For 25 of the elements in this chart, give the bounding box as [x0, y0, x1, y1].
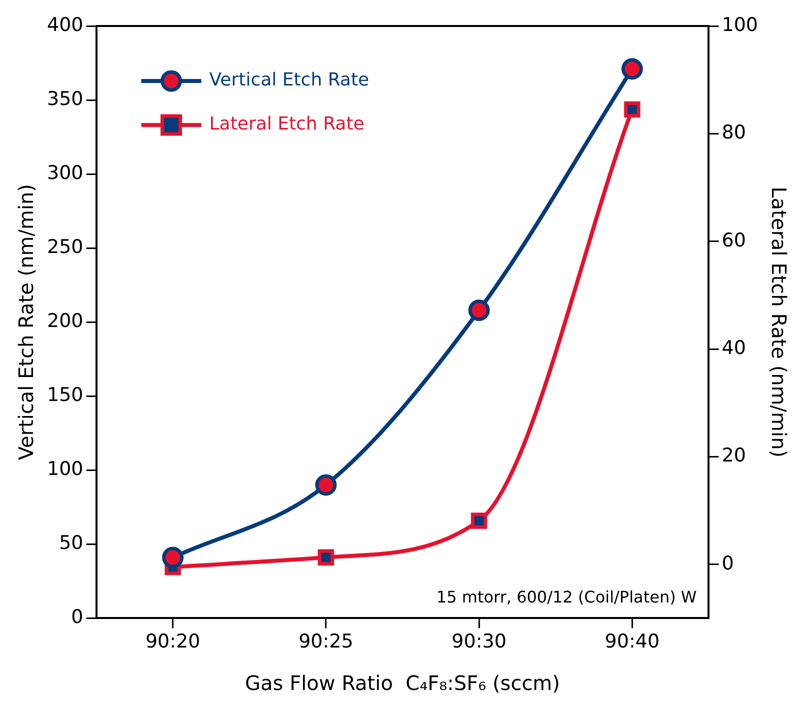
y-tick-label: 250: [47, 236, 84, 258]
y2-tick-label: 100: [722, 14, 758, 36]
x-tick-label: 90:20: [145, 630, 200, 653]
y2-tick-label: 80: [722, 122, 746, 144]
y-tick-label: 350: [47, 88, 84, 110]
y-tick-label: 100: [47, 458, 84, 480]
x-tick-label: 90:40: [604, 630, 660, 653]
x-tick-label: 90:25: [298, 630, 354, 653]
y2-tick-label: 20: [722, 444, 746, 467]
y2-axis-title: Lateral Etch Rate (nm/min): [766, 186, 791, 458]
y-tick-label: 0: [71, 606, 84, 628]
legend-label: Lateral Etch Rate: [209, 114, 364, 135]
y-tick-label: 150: [47, 384, 84, 406]
annotation: 15 mtorr, 600/12 (Coil/Platen) W: [436, 587, 697, 606]
y-axis-title: Vertical Etch Rate (nm/min): [14, 184, 38, 460]
y2-tick-label: 60: [722, 229, 746, 252]
y-tick-label: 200: [47, 310, 84, 332]
x-tick-label: 90:30: [452, 630, 506, 653]
y-tick-label: 300: [47, 162, 84, 184]
legend-label: Vertical Etch Rate: [209, 70, 370, 91]
y-tick-label: 50: [59, 532, 84, 554]
y2-tick-label: 0: [722, 552, 734, 574]
x-axis-title: Gas Flow Ratio C₄F₈:SF₆ (sccm): [245, 671, 560, 696]
y-tick-label: 400: [47, 14, 84, 36]
y2-tick-label: 40: [722, 336, 746, 359]
